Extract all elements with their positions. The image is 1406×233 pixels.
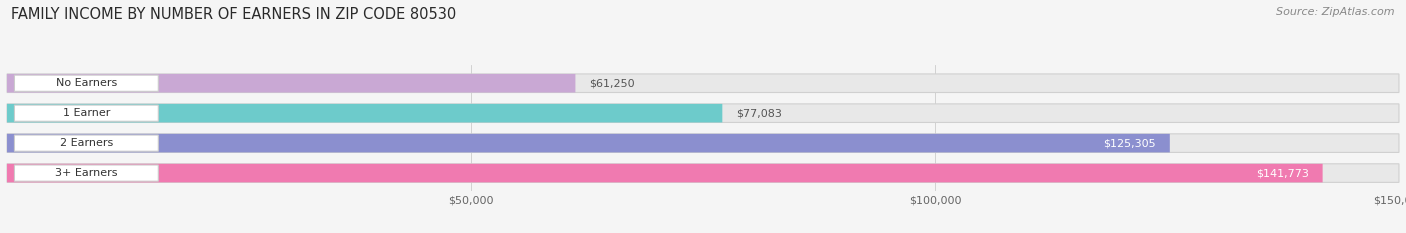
Text: No Earners: No Earners xyxy=(56,78,117,88)
Text: Source: ZipAtlas.com: Source: ZipAtlas.com xyxy=(1277,7,1395,17)
Text: 3+ Earners: 3+ Earners xyxy=(55,168,118,178)
FancyBboxPatch shape xyxy=(7,74,1399,93)
Text: $141,773: $141,773 xyxy=(1256,168,1309,178)
FancyBboxPatch shape xyxy=(14,135,159,151)
Text: 2 Earners: 2 Earners xyxy=(59,138,112,148)
FancyBboxPatch shape xyxy=(14,75,159,91)
Text: $77,083: $77,083 xyxy=(737,108,782,118)
Text: FAMILY INCOME BY NUMBER OF EARNERS IN ZIP CODE 80530: FAMILY INCOME BY NUMBER OF EARNERS IN ZI… xyxy=(11,7,457,22)
Text: $125,305: $125,305 xyxy=(1104,138,1156,148)
FancyBboxPatch shape xyxy=(7,164,1399,182)
FancyBboxPatch shape xyxy=(7,74,575,93)
FancyBboxPatch shape xyxy=(14,165,159,181)
FancyBboxPatch shape xyxy=(7,134,1399,152)
FancyBboxPatch shape xyxy=(7,134,1170,152)
FancyBboxPatch shape xyxy=(7,164,1323,182)
Text: $61,250: $61,250 xyxy=(589,78,636,88)
Text: 1 Earner: 1 Earner xyxy=(63,108,110,118)
FancyBboxPatch shape xyxy=(7,104,723,123)
FancyBboxPatch shape xyxy=(7,104,1399,123)
FancyBboxPatch shape xyxy=(14,105,159,121)
